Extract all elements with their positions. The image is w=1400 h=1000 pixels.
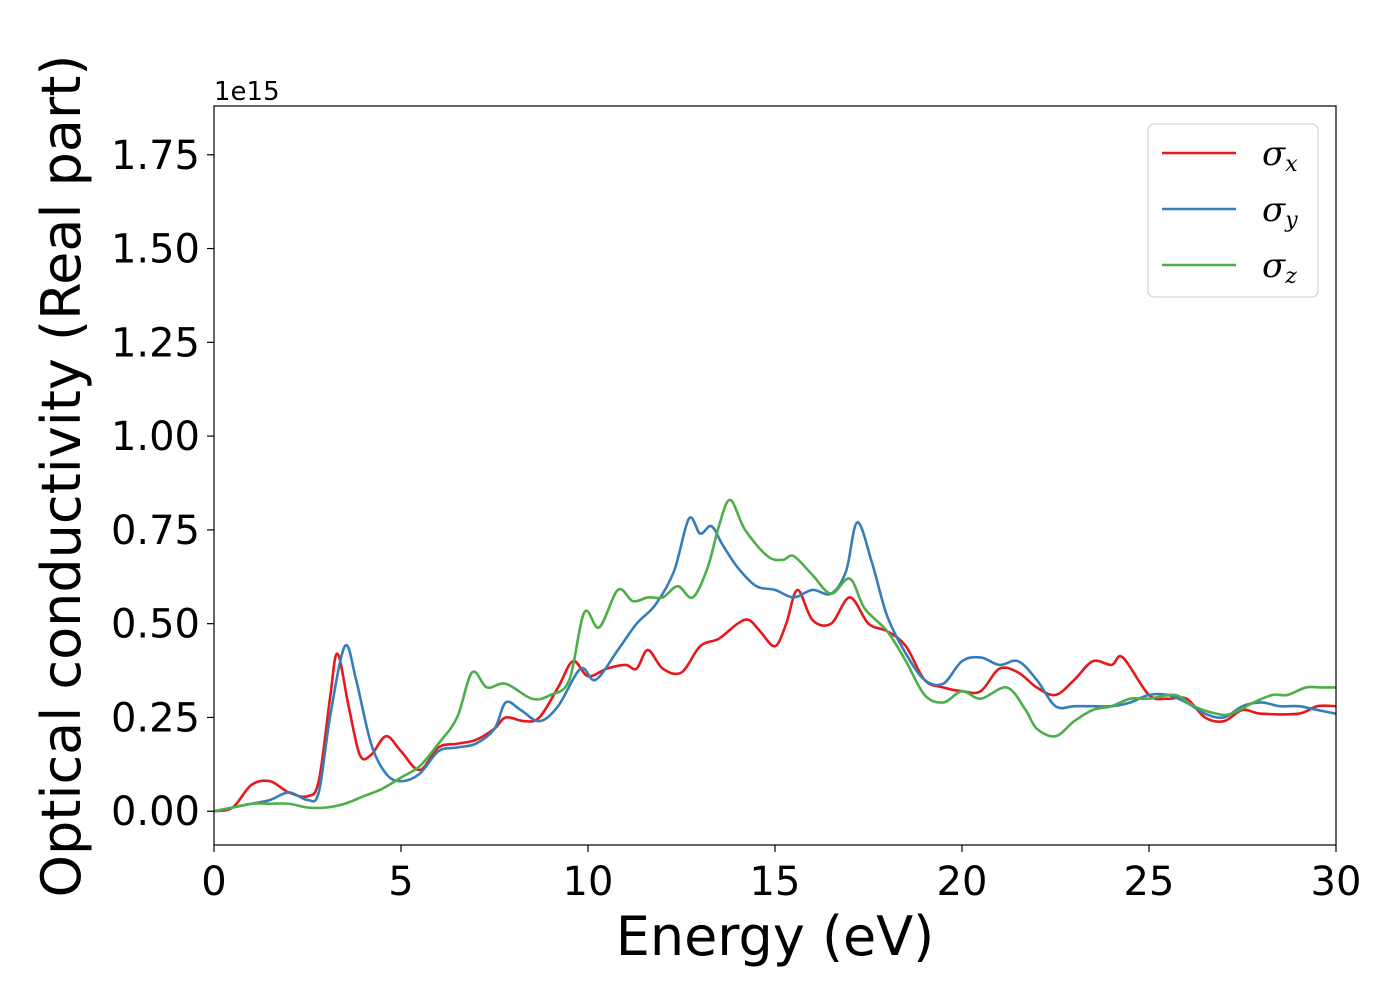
x-tick-label: 30 (1311, 859, 1362, 905)
y-tick-label: 0.50 (111, 602, 200, 648)
y-tick-label: 0.00 (111, 789, 200, 835)
x-tick-label: 20 (937, 859, 988, 905)
x-tick-label: 5 (388, 859, 413, 905)
legend-box (1147, 123, 1319, 298)
series-line-x (214, 588, 1336, 813)
y-tick-label: 1.00 (111, 414, 200, 460)
series-layer (214, 498, 1336, 813)
y-axis-label: Optical conductivity (Real part) (30, 55, 93, 898)
y-tick-label: 0.75 (111, 508, 200, 554)
y-tick-label: 1.50 (111, 227, 200, 273)
x-axis: 0 5 10 15 20 25 30 (201, 845, 1361, 905)
x-tick-label: 0 (201, 859, 226, 905)
series-line-y (214, 516, 1336, 813)
y-offset-label: 1e15 (214, 77, 280, 107)
x-tick-label: 25 (1124, 859, 1175, 905)
y-axis: 0.00 0.25 0.50 0.75 1.00 1.25 1.50 1.75 (111, 133, 214, 835)
x-tick-label: 10 (563, 859, 614, 905)
series-line-z (214, 498, 1336, 813)
y-tick-label: 1.75 (111, 133, 200, 179)
x-tick-label: 15 (750, 859, 801, 905)
y-tick-label: 0.25 (111, 695, 200, 741)
y-tick-label: 1.25 (111, 320, 200, 366)
x-axis-label: Energy (eV) (616, 905, 935, 968)
